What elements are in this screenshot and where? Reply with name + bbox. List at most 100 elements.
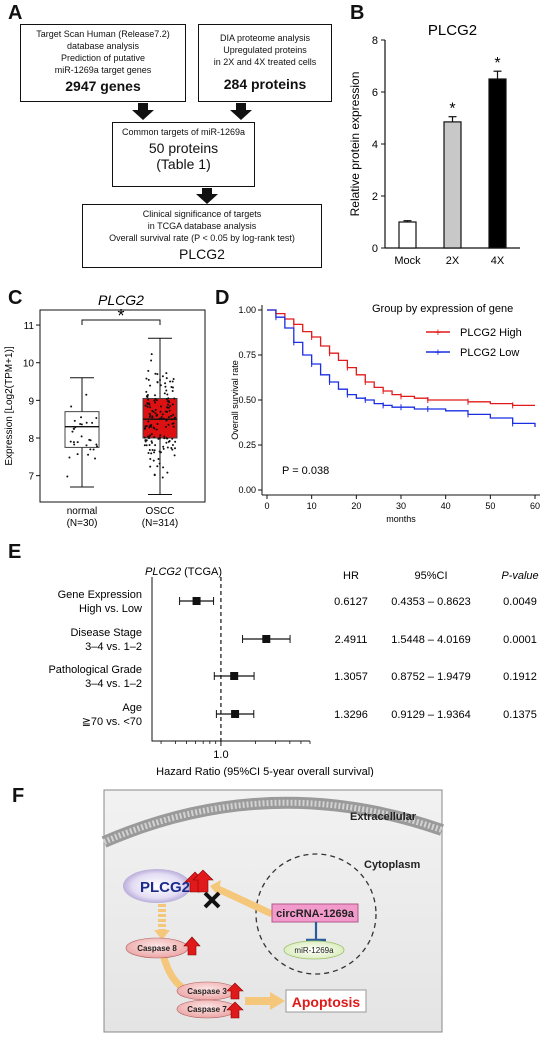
cytoplasm-label: Cytoplasm (364, 859, 420, 871)
jitter-point (152, 459, 155, 462)
mirna-label: miR-1269a (294, 946, 334, 955)
y-tick-label: 1.00 (238, 305, 256, 315)
panel-b-bar-chart: PLCG2 0 2 4 6 8 Relative protein expression Moc… (348, 22, 520, 267)
jitter-point (163, 437, 166, 440)
jitter-point (171, 403, 174, 406)
common-targets-box: Common targets of miR-1269a 50 proteins … (112, 122, 255, 187)
jitter-point (166, 393, 169, 396)
jitter-point (76, 453, 79, 456)
jitter-point (152, 426, 155, 429)
jitter-point (154, 444, 157, 447)
y-axis-label: Expression [Log2(TPM+1)] (4, 346, 15, 465)
jitter-point (73, 419, 76, 422)
dia-proteome-box: DIA proteome analysis Upregulated protei… (198, 24, 332, 102)
jitter-point (145, 377, 148, 380)
jitter-point (165, 398, 168, 401)
clinical-box: Clinical significance of targets in TCGA… (82, 204, 322, 268)
jitter-point (149, 406, 152, 409)
jitter-point (149, 434, 152, 437)
arrow-down-icon (230, 103, 252, 120)
box3-line1: Common targets of miR-1269a (121, 127, 246, 137)
jitter-point (150, 359, 153, 362)
jitter-point (143, 436, 146, 439)
x-tick-label: 0 (264, 501, 269, 511)
panel-b-letter: B (350, 2, 365, 24)
jitter-point (145, 390, 148, 393)
jitter-point (79, 423, 82, 426)
jitter-point (154, 408, 157, 411)
header-gene: PLCG2 (145, 566, 181, 578)
box2-line3: in 2X and 4X treated cells (213, 57, 317, 67)
jitter-point (72, 427, 75, 430)
box2-line2: Upregulated proteins (223, 45, 307, 55)
jitter-point (161, 413, 164, 416)
jitter-point (160, 417, 163, 420)
significance-bracket (81, 319, 161, 325)
panel-f-pathway-diagram: Extracellular Cytoplasm PLCG2 circRNA-12… (101, 789, 444, 1033)
jitter-point (153, 451, 156, 454)
jitter-point (151, 441, 154, 444)
jitter-point (162, 466, 165, 469)
bar-mock (398, 221, 417, 249)
y-tick-label: 0.00 (238, 485, 256, 495)
jitter-point (166, 471, 169, 474)
jitter-point (170, 385, 173, 388)
jitter-point (153, 394, 156, 397)
box1-line1: Target Scan Human (Release7.2) (36, 29, 170, 39)
apoptosis-box (285, 989, 367, 1013)
jitter-point (156, 465, 159, 468)
forest-x-axis-label: Hazard Ratio (95%CI 5-year overall survi… (156, 766, 374, 777)
jitter-point (148, 412, 151, 415)
x-tick-label: 60 (530, 501, 540, 511)
jitter-point (155, 399, 158, 402)
jitter-point (153, 436, 156, 439)
jitter-point (173, 397, 176, 400)
hr-value: 2.4911 (335, 634, 368, 646)
significance-star: * (494, 55, 500, 72)
forest-header: PLCG2 (TCGA) (145, 566, 222, 578)
box4-result: PLCG2 (179, 246, 225, 262)
panel-d-letter: D (215, 287, 230, 309)
plcg2-label: PLCG2 (140, 879, 190, 896)
panel-f-letter: F (12, 785, 25, 807)
panel-e-forest-plot: PLCG2 (TCGA) HR 95%CI P-value 1.0 Hazard Rati… (48, 566, 538, 777)
y-tick-label: 0.75 (238, 350, 256, 360)
jitter-point (148, 424, 151, 427)
extracellular-label: Extracellular (350, 811, 417, 823)
caspase7-label: Caspase 7 (187, 1005, 227, 1014)
jitter-point (167, 423, 170, 426)
jitter-point (162, 445, 165, 448)
row-label-secondary: 3–4 vs. 1–2 (85, 641, 142, 653)
hr-marker (262, 635, 271, 643)
jitter-point (171, 437, 174, 440)
jitter-point (164, 425, 167, 428)
jitter-point (170, 446, 173, 449)
jitter-point (172, 425, 175, 428)
row-label-primary: Pathological Grade (48, 664, 142, 676)
plcg2-node (123, 869, 191, 903)
jitter-point (164, 385, 167, 388)
jitter-point (144, 425, 147, 428)
jitter-point (159, 379, 162, 382)
row-label-secondary: ≧70 vs. <70 (82, 716, 142, 728)
jitter-point (159, 405, 162, 408)
jitter-point (165, 437, 168, 440)
jitter-point (80, 435, 83, 438)
y-tick-label: 6 (372, 87, 378, 99)
jitter-point (151, 449, 154, 452)
x-axis-label: months (386, 514, 416, 524)
jitter-point (153, 449, 156, 452)
jitter-point (150, 433, 153, 436)
arrow-down-icon (196, 188, 218, 204)
jitter-point (154, 372, 157, 375)
header-source: (TCGA) (181, 566, 222, 578)
ci-value: 0.9129 – 1.9364 (391, 709, 471, 721)
box3-line3: (Table 1) (156, 156, 211, 172)
significance-star: * (449, 101, 455, 118)
jitter-point (155, 428, 158, 431)
jitter-point (171, 380, 174, 383)
up-arrow-icon (226, 1001, 244, 1019)
legend-title: Group by expression of gene (372, 303, 513, 315)
jitter-point (171, 448, 174, 451)
ci-value: 1.5448 – 4.0169 (391, 634, 471, 646)
